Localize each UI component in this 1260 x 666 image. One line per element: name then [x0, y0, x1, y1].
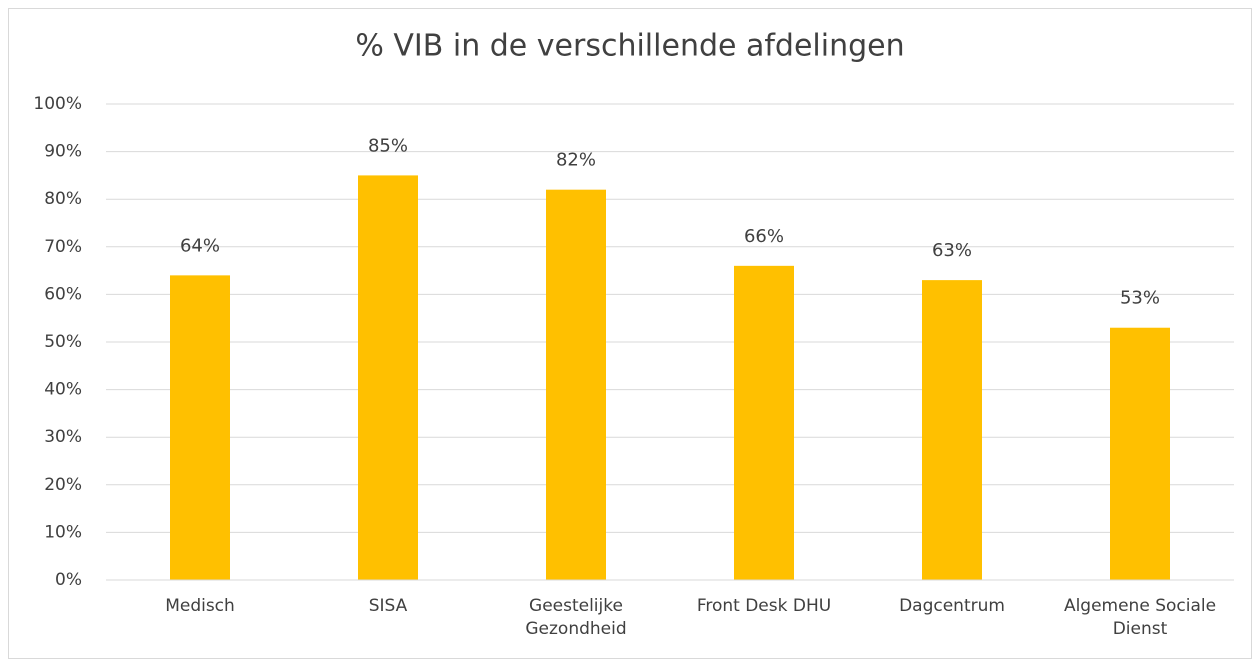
y-tick-label: 20%	[44, 475, 82, 495]
y-tick-label: 40%	[44, 380, 82, 400]
value-label: 64%	[180, 235, 220, 256]
y-tick-label: 80%	[44, 189, 82, 209]
y-tick-label: 30%	[44, 427, 82, 447]
bar	[734, 265, 794, 580]
x-tick-label: Geestelijke Gezondheid	[525, 596, 627, 639]
value-label: 66%	[744, 226, 784, 247]
y-tick-label: 100%	[33, 94, 82, 114]
bar	[358, 175, 418, 580]
value-label: 82%	[556, 150, 596, 171]
value-label: 63%	[932, 240, 972, 261]
x-tick-label: Medisch	[165, 596, 235, 616]
x-tick-label: Front Desk DHU	[696, 596, 832, 616]
y-tick-label: 60%	[44, 284, 82, 304]
bar	[546, 189, 606, 580]
y-tick-label: 0%	[55, 570, 82, 590]
y-tick-label: 70%	[44, 237, 82, 257]
y-tick-label: 50%	[44, 332, 82, 352]
bar	[922, 280, 982, 580]
value-label: 85%	[368, 135, 408, 156]
y-tick-label: 90%	[44, 142, 82, 162]
bar	[1110, 327, 1170, 580]
x-tick-label: Algemene Sociale Dienst	[1063, 596, 1217, 639]
x-tick-label: Dagcentrum	[899, 596, 1005, 616]
y-tick-label: 10%	[44, 522, 82, 542]
value-label: 53%	[1120, 288, 1160, 309]
x-tick-label: SISA	[368, 596, 408, 616]
bar	[170, 275, 230, 580]
chart-title: % VIB in de verschillende afdelingen	[355, 29, 904, 64]
